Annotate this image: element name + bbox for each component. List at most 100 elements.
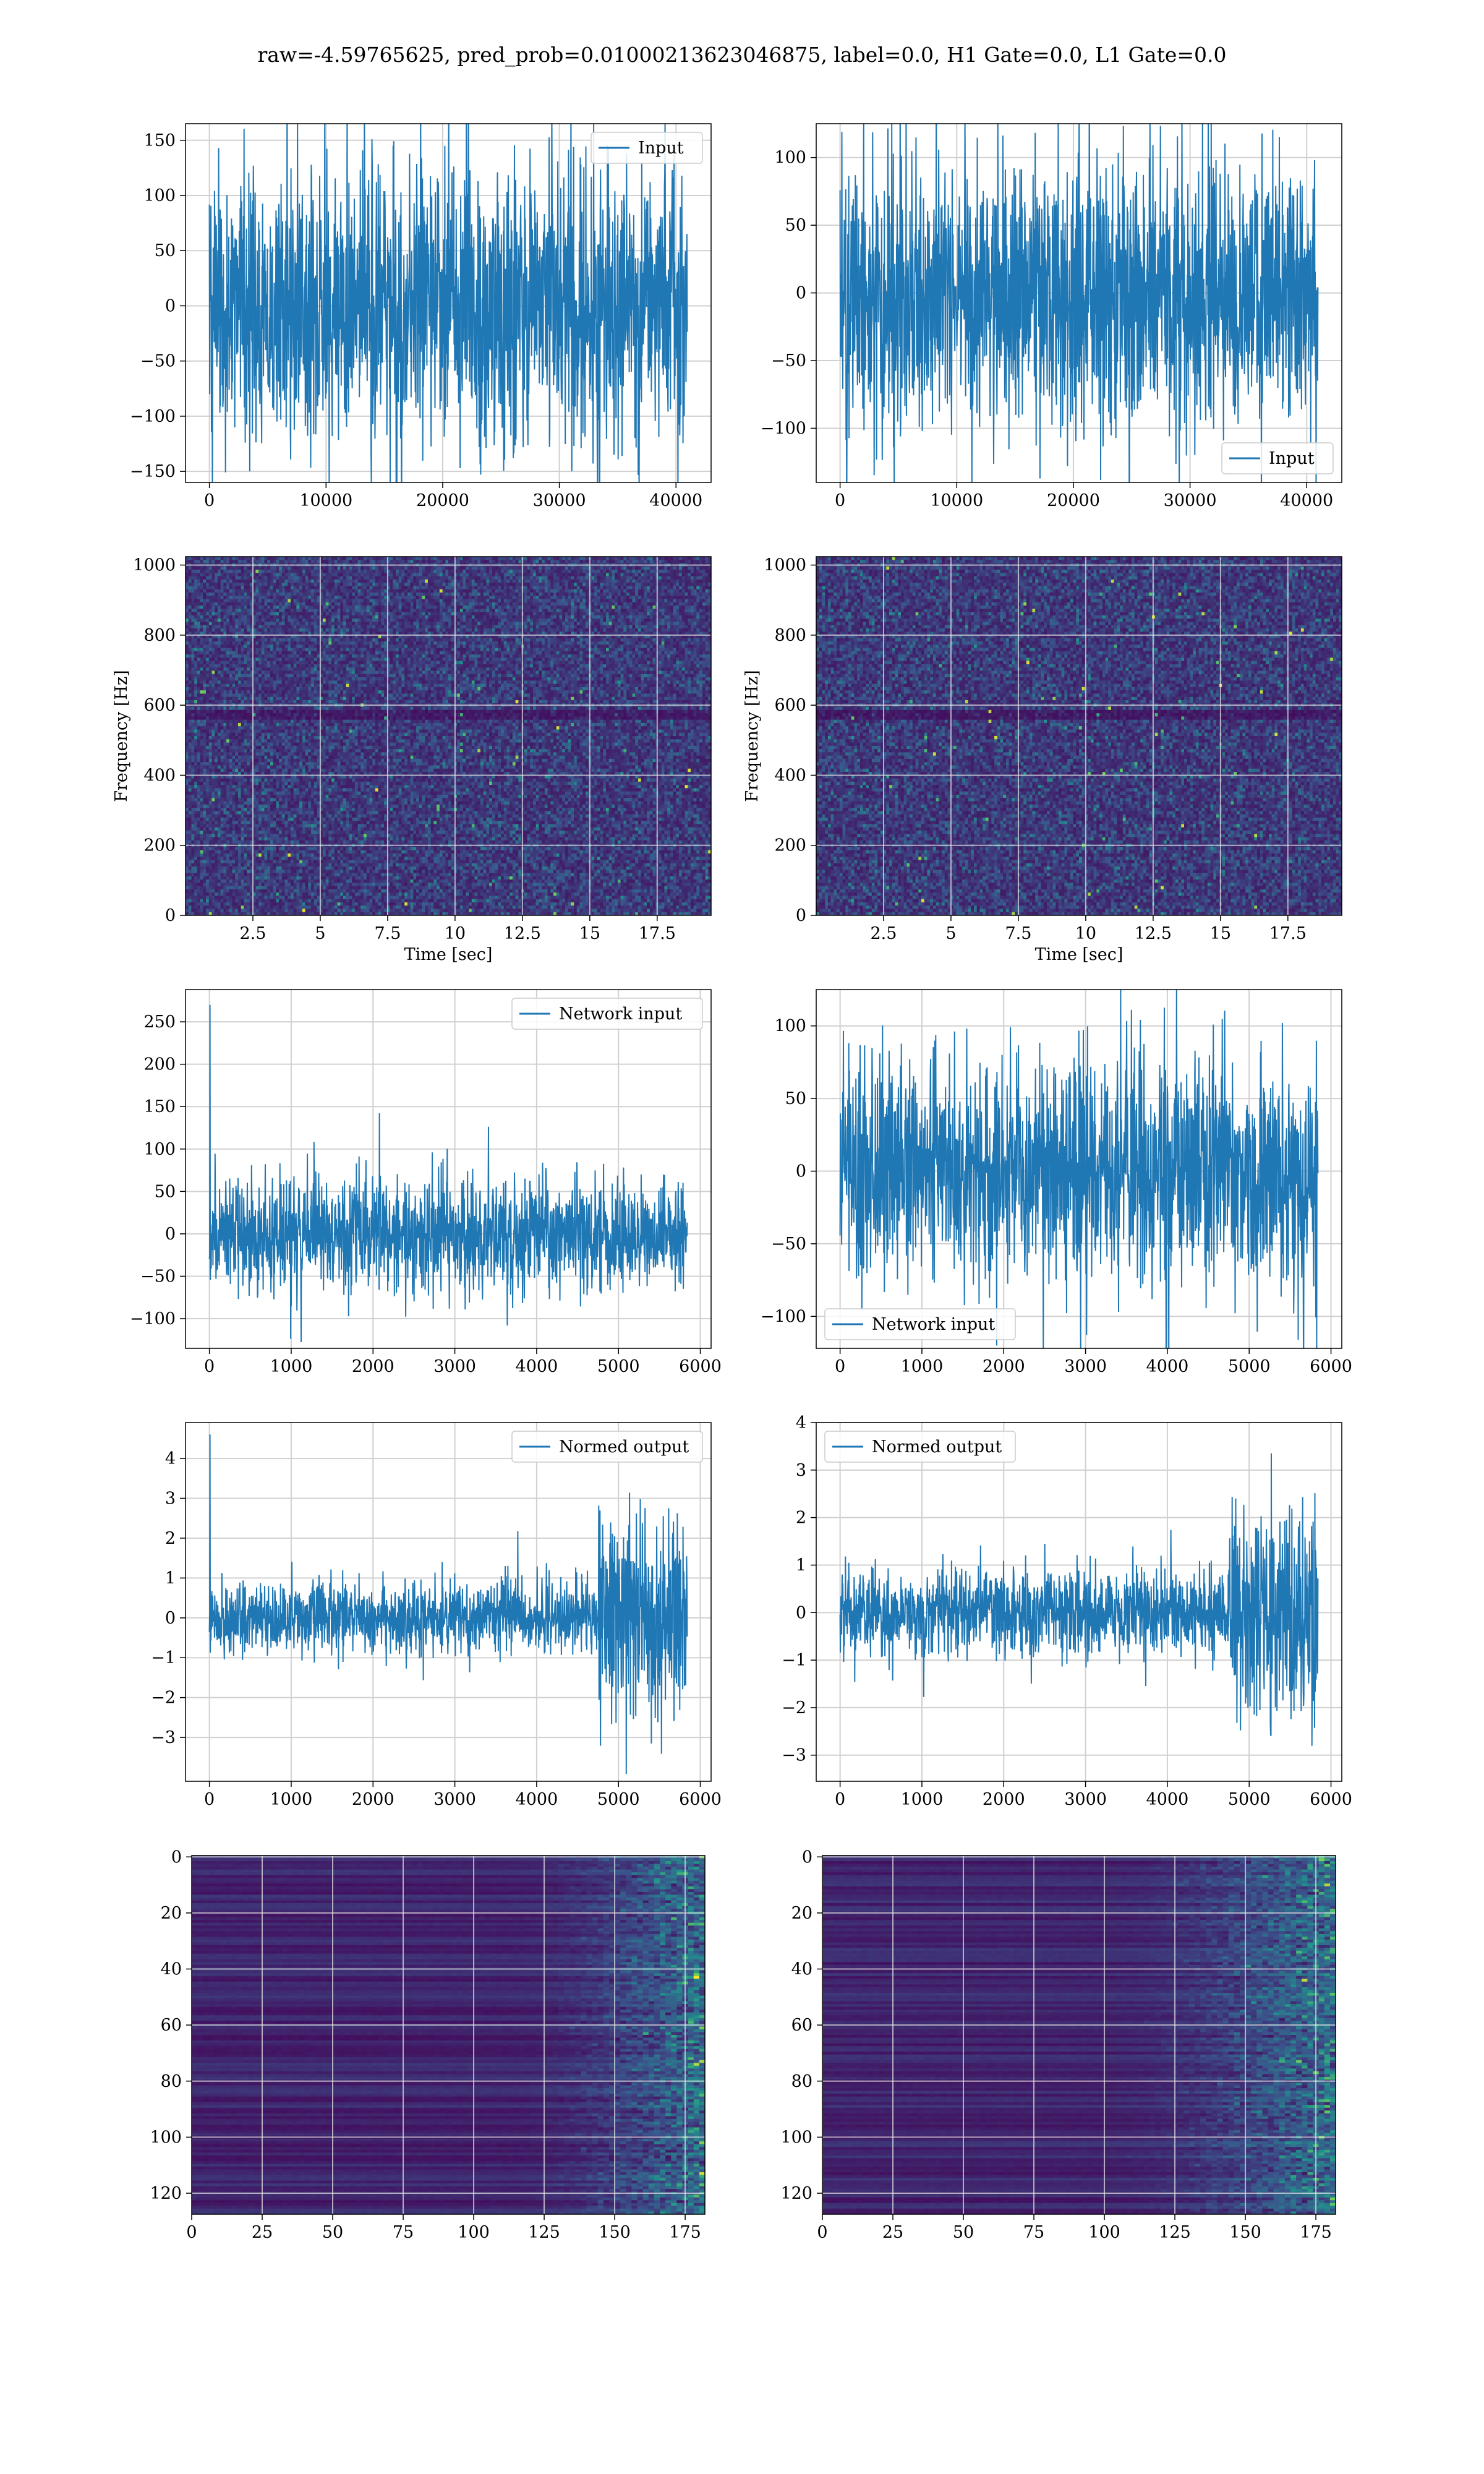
y-tick-label: 20 [161, 1904, 182, 1923]
legend-label: Input [1269, 449, 1315, 468]
x-tick-label: 4000 [516, 1357, 558, 1376]
y-tick-label: 800 [774, 626, 806, 645]
y-tick-label: 0 [796, 1162, 806, 1181]
x-tick-label: 17.5 [1269, 924, 1307, 943]
y-tick-label: 0 [165, 906, 176, 925]
x-tick-label: 20000 [416, 491, 469, 510]
x-tick-label: 0 [204, 1790, 215, 1809]
x-tick-label: 3000 [433, 1790, 476, 1809]
y-tick-label: −3 [151, 1728, 176, 1747]
y-tick-label: 150 [143, 131, 176, 150]
x-tick-label: 5000 [597, 1790, 640, 1809]
panel-h1-network-input: 0 1000 2000 3000 4000 5000 6000−100−5005010015… [130, 990, 722, 1376]
panel-l1-spectrogram: 2.5 5 7.5 10 12.5 15 17.502004006008001000Time… [743, 556, 1342, 964]
y-tick-label: −100 [130, 1309, 176, 1329]
y-tick-label: 400 [774, 766, 806, 785]
y-tick-label: 250 [143, 1012, 176, 1032]
x-tick-label: 6000 [679, 1357, 722, 1376]
x-tick-label: 5 [945, 924, 956, 943]
x-tick-label: 2.5 [239, 924, 266, 943]
x-tick-label: 2000 [352, 1357, 394, 1376]
heatmap-image [822, 1856, 1336, 2215]
y-tick-label: 0 [165, 1609, 176, 1628]
legend-label: Normed output [872, 1437, 1002, 1457]
y-tick-label: 2 [165, 1529, 176, 1548]
y-tick-label: −1 [151, 1648, 176, 1667]
y-tick-label: 50 [785, 216, 806, 235]
x-tick-label: 6000 [1310, 1790, 1352, 1809]
panel-h1-spectrogram: 2.5 5 7.5 10 12.5 15 17.502004006008001000Time… [112, 556, 712, 964]
x-tick-label: 5 [315, 924, 325, 943]
y-tick-label: 60 [161, 2016, 182, 2035]
y-tick-label: 80 [791, 2072, 812, 2091]
y-tick-label: 0 [796, 1603, 806, 1622]
x-tick-label: 125 [528, 2223, 560, 2242]
series-line [840, 51, 1318, 599]
x-tick-label: 2.5 [870, 924, 897, 943]
x-tick-label: 75 [1023, 2223, 1044, 2242]
y-tick-label: 400 [143, 766, 176, 785]
x-tick-label: 2000 [983, 1357, 1025, 1376]
y-tick-label: 80 [161, 2072, 182, 2091]
y-tick-label: 1000 [133, 556, 176, 575]
y-tick-label: −1 [782, 1651, 806, 1670]
y-tick-label: 50 [155, 1182, 176, 1201]
x-tick-label: 6000 [1310, 1357, 1352, 1376]
y-tick-label: −50 [771, 1235, 806, 1254]
y-tick-label: 120 [780, 2184, 812, 2203]
y-tick-label: 3 [796, 1461, 806, 1480]
axes-frame [186, 990, 711, 1348]
x-tick-label: 0 [835, 1790, 845, 1809]
y-tick-label: 200 [774, 836, 806, 855]
x-tick-label: 12.5 [504, 924, 541, 943]
y-tick-label: 800 [143, 626, 176, 645]
y-tick-label: −100 [130, 407, 176, 426]
x-tick-label: 3000 [433, 1357, 476, 1376]
y-tick-label: 1 [165, 1569, 176, 1588]
legend: Input [591, 132, 702, 163]
y-tick-label: −3 [782, 1746, 806, 1765]
x-tick-label: 1000 [270, 1357, 313, 1376]
x-tick-label: 30000 [1164, 491, 1217, 510]
heatmap-image [192, 1856, 706, 2215]
series-line [840, 1453, 1318, 1746]
x-tick-label: 10000 [930, 491, 983, 510]
x-tick-label: 4000 [516, 1790, 558, 1809]
x-tick-label: 6000 [679, 1790, 722, 1809]
y-tick-label: 0 [171, 1847, 182, 1867]
y-tick-label: −150 [130, 462, 176, 481]
x-tick-label: 0 [186, 2223, 197, 2242]
x-tick-label: 20000 [1047, 491, 1100, 510]
y-axis-label: Frequency [Hz] [112, 670, 131, 802]
y-tick-label: 50 [785, 1089, 806, 1108]
x-tick-label: 75 [393, 2223, 414, 2242]
y-tick-label: 4 [165, 1449, 176, 1468]
y-tick-label: 100 [774, 1017, 806, 1036]
y-tick-label: 1000 [764, 556, 806, 575]
x-tick-label: 150 [599, 2223, 631, 2242]
x-tick-label: 0 [204, 491, 215, 510]
y-tick-label: 60 [791, 2016, 812, 2035]
x-tick-label: 4000 [1146, 1790, 1189, 1809]
y-tick-label: −2 [151, 1689, 176, 1708]
y-tick-label: −100 [761, 419, 806, 438]
series-line [210, 1005, 688, 1342]
heatmap-image [816, 557, 1342, 916]
x-tick-label: 175 [1300, 2223, 1332, 2242]
y-tick-label: 0 [165, 296, 176, 315]
x-tick-label: 25 [882, 2223, 903, 2242]
legend-label: Network input [559, 1004, 682, 1024]
y-tick-label: −50 [140, 1267, 176, 1286]
y-tick-label: −100 [761, 1307, 806, 1326]
y-tick-label: 100 [774, 148, 806, 168]
x-axis-label: Time [sec] [404, 945, 493, 964]
panels: 0 10000 20000 30000 40000−150−100−5005010015… [112, 51, 1352, 2242]
y-tick-label: 0 [796, 906, 806, 925]
y-tick-label: 20 [791, 1904, 812, 1923]
x-tick-label: 40000 [1280, 491, 1333, 510]
legend: Network input [825, 1309, 1015, 1340]
y-tick-label: 0 [802, 1847, 812, 1867]
legend: Normed output [512, 1431, 702, 1462]
